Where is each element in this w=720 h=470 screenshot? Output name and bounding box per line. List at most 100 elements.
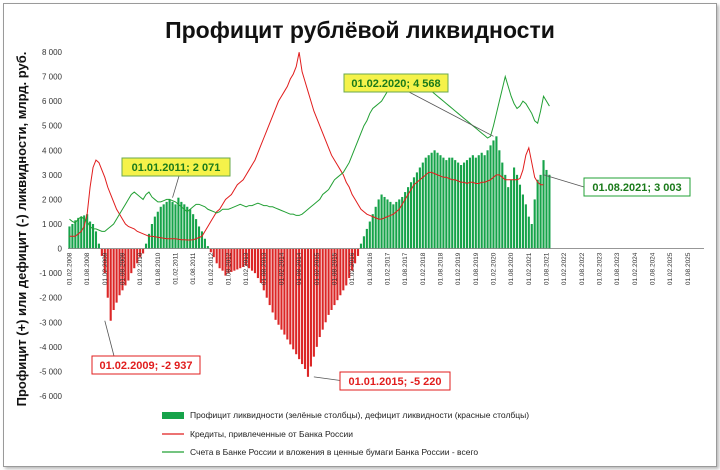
liquidity-bar [495,136,498,249]
liquidity-bar [80,216,83,249]
liquidity-bar [174,204,177,249]
liquidity-bar [239,248,242,269]
liquidity-bar [418,167,421,249]
lines-group [69,52,550,241]
liquidity-bar [362,236,365,249]
chart-title: Профицит рублёвой ликвидности [165,17,555,43]
cbr-deposits-line [69,74,550,232]
liquidity-bar [318,248,321,338]
liquidity-bar [280,248,283,330]
liquidity-bar [404,192,407,249]
liquidity-bar [542,160,545,249]
liquidity-bar [168,199,171,249]
liquidity-bar [468,157,471,249]
liquidity-bar [221,248,224,271]
x-tick-label: 01.08.2025 [685,252,692,285]
liquidity-bar [144,243,148,249]
liquidity-bar [139,248,142,258]
liquidity-bar [100,248,103,256]
annotation-leader [313,376,345,382]
liquidity-bar [147,233,151,249]
liquidity-bar [383,196,386,249]
liquidity-bar [159,206,162,249]
x-tick-label: 01.02.2022 [561,252,568,285]
liquidity-bar [536,179,539,249]
liquidity-bar [504,174,507,249]
liquidity-bar [374,206,377,249]
x-tick-label: 01.08.2015 [331,252,338,285]
liquidity-bar [359,243,363,249]
liquidity-bar [127,248,130,281]
x-tick-label: 01.08.2020 [508,252,515,285]
x-tick-label: 01.08.2011 [190,252,197,284]
liquidity-bar [371,214,374,249]
liquidity-bar [189,209,192,249]
liquidity-bar [486,150,489,249]
legend-swatch-bars [162,412,184,419]
annotation-leader [104,320,115,357]
liquidity-bar [321,248,324,330]
liquidity-bar [83,215,86,249]
x-tick-label: 01.02.2019 [455,252,462,285]
x-tick-label: 01.08.2023 [614,252,621,285]
liquidity-bar [477,155,480,249]
liquidity-bar [533,199,536,249]
x-tick-label: 01.08.2014 [296,252,303,285]
x-tick-label: 01.08.2017 [402,252,409,285]
liquidity-bar [156,211,159,249]
x-tick-label: 01.02.2012 [208,252,215,285]
y-tick-label: -5 000 [39,367,62,376]
liquidity-bar [415,172,418,249]
y-tick-label: 0 [58,245,63,254]
liquidity-bar [460,165,463,249]
y-tick-label: 7 000 [42,73,63,82]
x-tick-label: 01.02.2010 [137,252,144,285]
x-tick-label: 01.02.2018 [420,252,427,285]
liquidity-bar [118,248,121,296]
liquidity-bar [218,248,221,269]
liquidity-bar [86,214,89,249]
liquidity-bar [236,248,239,270]
liquidity-bar [195,219,198,249]
liquidity-bar [91,224,95,249]
liquidity-bar [518,184,522,249]
liquidity-bar [424,157,427,249]
x-tick-label: 01.08.2016 [367,252,374,285]
liquidity-bar [445,160,448,249]
liquidity-bar [356,248,360,256]
liquidity-bar [389,201,392,249]
liquidity-bar [277,248,280,325]
liquidity-bar [345,248,348,286]
annotation-box [583,177,691,197]
liquidity-bar [242,248,245,267]
cbr-credits-line [69,52,544,241]
axes-group: -6 000 -5 000 -4 000 -3 000 -2 000 -1 000 0 1 0… [39,48,704,401]
x-tick-label: 01.08.2012 [225,252,232,285]
liquidity-chart: Профицит рублёвой ликвидности Профицит (… [14,17,704,457]
x-tick-label: 01.08.2021 [543,252,550,285]
y-tick-label: -4 000 [39,343,62,352]
annotation-label: 01.01.2011; 2 071 [132,162,221,174]
annotation-label: 01.01.2015; -5 220 [349,376,442,388]
liquidity-bar [433,150,436,249]
liquidity-bar [165,201,168,249]
liquidity-bar [133,248,136,269]
liquidity-bar [312,248,315,357]
liquidity-bar [513,167,516,249]
liquidity-bar [253,248,257,274]
annotation-box [343,73,449,93]
liquidity-bar [136,248,139,264]
annotation-leader [543,174,585,188]
liquidity-bar [227,248,230,274]
liquidity-bar [457,162,460,249]
liquidity-bar [368,221,371,249]
y-tick-label: -3 000 [39,318,62,327]
x-tick-label: 01.02.2009 [102,252,109,285]
liquidity-bar [298,248,301,360]
liquidity-bar [386,199,389,249]
liquidity-bar [524,204,527,249]
annotation-box [339,371,451,391]
liquidity-bar [498,150,501,249]
legend-group: Профицит ликвидности (зелёные столбцы), … [162,410,529,457]
y-tick-label: 5 000 [42,122,63,131]
